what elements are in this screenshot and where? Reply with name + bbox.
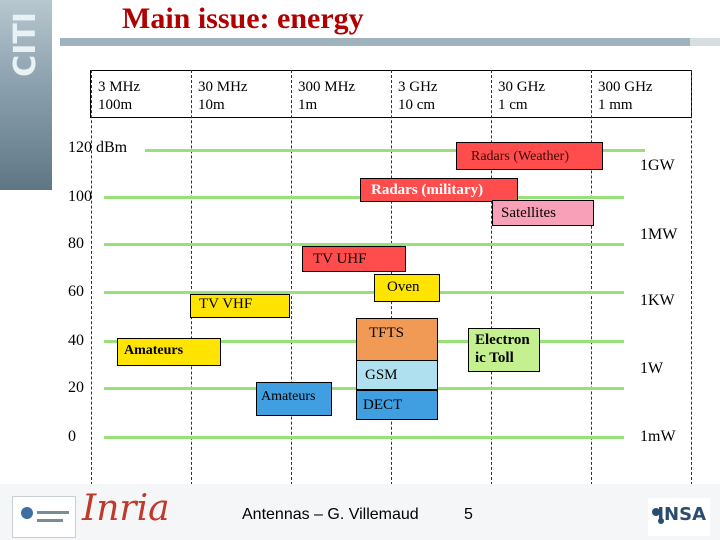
freq-label-30ghz: 30 GHz 1 cm <box>498 79 546 113</box>
region-amateurs-hf: Amateurs <box>117 338 221 366</box>
freq-label-300mhz: 300 MHz 1m <box>298 79 356 113</box>
decade-line <box>491 70 492 490</box>
citi-logo-letters: CITI <box>8 12 43 77</box>
power-label-1mw: 1MW <box>640 226 678 243</box>
level-line-0dbm <box>104 436 624 439</box>
level-line-120dbm <box>145 149 645 152</box>
dbm-label-120: 120 dBm <box>68 139 128 156</box>
title-rule <box>60 38 720 46</box>
inria-logo: Inria <box>82 488 170 529</box>
slide-title: Main issue: energy <box>122 2 364 35</box>
region-oven: Oven <box>374 274 440 302</box>
dbm-label-60: 60 <box>68 283 84 300</box>
dbm-label-100: 100 <box>68 188 92 205</box>
dbm-label-80: 80 <box>68 235 84 252</box>
dbm-label-40: 40 <box>68 332 84 349</box>
region-radars-weather: Radars (Weather) <box>456 142 603 170</box>
lab-logo <box>12 496 76 538</box>
region-radars-military: Radars (military) <box>360 178 518 202</box>
freq-label-30mhz: 30 MHz 10m <box>198 79 248 113</box>
region-amateurs-uhf: Amateurs <box>256 382 332 416</box>
power-label-1w: 1W <box>640 360 664 377</box>
power-label-1gw: 1GW <box>640 157 675 174</box>
region-tv-vhf: TV VHF <box>190 294 290 318</box>
region-gsm: GSM <box>356 360 438 390</box>
decade-line <box>91 70 92 490</box>
decade-line <box>291 70 292 490</box>
region-dect: DECT <box>356 390 438 420</box>
insa-logo: INSA <box>648 498 710 536</box>
region-electronic-toll: Electron ic Toll <box>468 328 540 372</box>
dbm-label-20: 20 <box>68 379 84 396</box>
page-number: 5 <box>464 506 473 523</box>
footer-text: Antennas – G. Villemaud <box>242 506 419 523</box>
region-tv-uhf: TV UHF <box>302 246 406 272</box>
citi-logo: CITI <box>0 0 52 190</box>
region-tfts: TFTS <box>356 318 438 364</box>
level-line-80dbm <box>104 243 624 246</box>
footer-band <box>0 484 720 540</box>
dbm-label-0: 0 <box>68 428 76 445</box>
freq-label-300ghz: 300 GHz 1 mm <box>598 79 653 113</box>
decade-line <box>691 70 692 490</box>
power-label-1mw-small: 1mW <box>640 428 676 445</box>
decade-line <box>591 70 592 490</box>
power-label-1kw: 1KW <box>640 292 675 309</box>
decade-line <box>191 70 192 490</box>
freq-label-3mhz: 3 MHz 100m <box>98 79 141 113</box>
insa-logo-word: INSA <box>657 504 706 525</box>
level-line-60dbm <box>104 291 624 294</box>
freq-label-3ghz: 3 GHz 10 cm <box>398 79 438 113</box>
region-satellites: Satellites <box>492 200 594 226</box>
